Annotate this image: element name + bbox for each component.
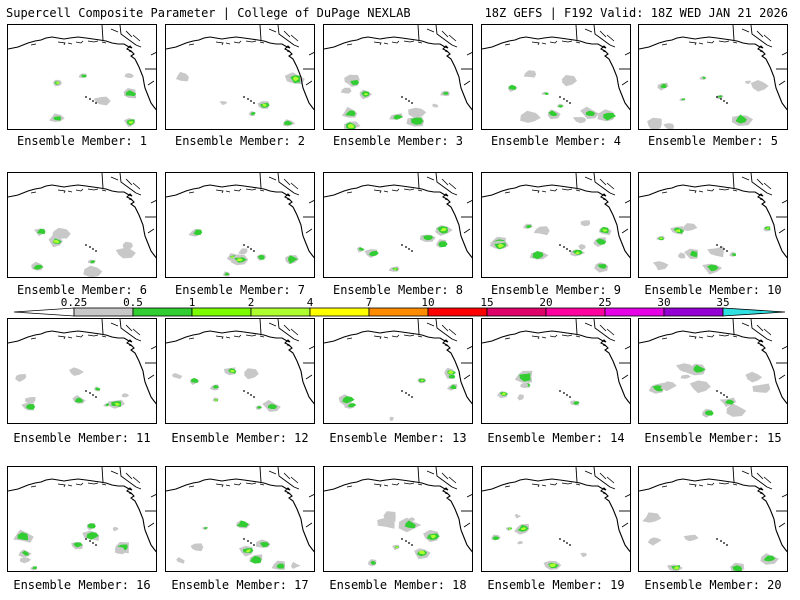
ensemble-member-label: Ensemble Member: 17	[171, 578, 309, 592]
ensemble-map-panel	[638, 466, 788, 572]
ensemble-map-panel	[481, 318, 631, 424]
ensemble-map-panel	[7, 466, 157, 572]
ensemble-map-panel	[165, 318, 315, 424]
colorbar-tick-label: 2	[248, 296, 255, 309]
colorbar-segment	[191, 307, 252, 317]
ensemble-member-label: Ensemble Member: 18	[329, 578, 467, 592]
ensemble-member-label: Ensemble Member: 19	[487, 578, 625, 592]
colorbar-segment	[73, 307, 134, 317]
colorbar-right-extension	[722, 307, 786, 317]
scp-map	[8, 25, 156, 128]
colorbar-segment	[545, 307, 606, 317]
scp-map	[8, 467, 156, 571]
scp-map	[482, 467, 630, 570]
colorbar-tick-label: 35	[716, 296, 729, 309]
ensemble-map-panel	[638, 24, 788, 130]
colorbar-tick-label: 0.5	[123, 296, 143, 309]
colorbar-tick-label: 1	[189, 296, 196, 309]
scp-map	[8, 173, 156, 277]
colorbar-segment	[309, 307, 370, 317]
ensemble-member-label: Ensemble Member: 20	[644, 578, 782, 592]
ensemble-member-label: Ensemble Member: 4	[490, 134, 622, 148]
map-title: Supercell Composite Parameter | College …	[6, 6, 411, 20]
colorbar-tick-label: 30	[657, 296, 670, 309]
ensemble-member-label: Ensemble Member: 7	[174, 283, 306, 297]
ensemble-member-label: Ensemble Member: 11	[13, 431, 151, 445]
scp-map	[324, 319, 472, 422]
colorbar-tick-label: 0.25	[61, 296, 88, 309]
ensemble-member-label: Ensemble Member: 15	[644, 431, 782, 445]
ensemble-member-label: Ensemble Member: 8	[332, 283, 464, 297]
scp-map	[166, 173, 314, 277]
ensemble-map-panel	[323, 24, 473, 130]
scp-map	[324, 467, 472, 567]
scp-map	[482, 25, 630, 124]
ensemble-member-label: Ensemble Member: 1	[16, 134, 148, 148]
ensemble-map-panel	[7, 172, 157, 278]
colorbar-tick-label: 7	[366, 296, 373, 309]
scp-map	[639, 25, 787, 129]
ensemble-map-panel	[323, 318, 473, 424]
ensemble-member-label: Ensemble Member: 9	[490, 283, 622, 297]
ensemble-map-panel	[638, 172, 788, 278]
colorbar-segment	[604, 307, 665, 317]
ensemble-map-panel	[165, 24, 315, 130]
scp-map	[324, 25, 472, 129]
scp-map	[166, 467, 314, 570]
ensemble-map-panel	[481, 466, 631, 572]
ensemble-member-label: Ensemble Member: 3	[332, 134, 464, 148]
model-run-valid-time: 18Z GEFS | F192 Valid: 18Z WED JAN 21 20…	[484, 6, 788, 20]
ensemble-member-label: Ensemble Member: 12	[171, 431, 309, 445]
scp-map	[639, 319, 787, 418]
scp-map	[166, 25, 314, 127]
colorbar-segment	[663, 307, 724, 317]
ensemble-map-panel	[323, 172, 473, 278]
ensemble-member-label: Ensemble Member: 13	[329, 431, 467, 445]
colorbar-segment	[368, 307, 429, 317]
colorbar-segment	[486, 307, 547, 317]
colorbar-tick-label: 10	[421, 296, 434, 309]
ensemble-member-label: Ensemble Member: 14	[487, 431, 625, 445]
ensemble-member-label: Ensemble Member: 2	[174, 134, 306, 148]
ensemble-member-label: Ensemble Member: 10	[644, 283, 782, 297]
scp-map	[482, 319, 630, 406]
ensemble-map-panel	[7, 24, 157, 130]
ensemble-map-panel	[638, 318, 788, 424]
scp-map	[482, 173, 630, 273]
colorbar-tick-label: 20	[539, 296, 552, 309]
ensemble-member-label: Ensemble Member: 6	[16, 283, 148, 297]
colorbar-legend: 0.25 0.5 1 2 4 7 10 15 20 25 30 35	[13, 296, 786, 317]
ensemble-map-panel	[481, 172, 631, 278]
scp-map	[324, 173, 472, 272]
colorbar-segment	[132, 307, 193, 317]
ensemble-map-panel	[323, 466, 473, 572]
ensemble-map-panel	[165, 466, 315, 572]
scp-map	[639, 173, 787, 275]
scp-map	[166, 319, 314, 412]
colorbar-segment	[427, 307, 488, 317]
scp-map	[639, 467, 787, 571]
ensemble-map-panel	[481, 24, 631, 130]
colorbar-segment	[250, 307, 311, 317]
ensemble-map-panel	[165, 172, 315, 278]
ensemble-map-panel	[7, 318, 157, 424]
ensemble-member-label: Ensemble Member: 16	[13, 578, 151, 592]
colorbar-tick-label: 4	[307, 296, 314, 309]
colorbar-tick-label: 25	[598, 296, 611, 309]
colorbar-tick-label: 15	[480, 296, 493, 309]
scp-map	[8, 319, 156, 411]
colorbar-left-extension	[13, 307, 75, 317]
ensemble-member-label: Ensemble Member: 5	[647, 134, 779, 148]
